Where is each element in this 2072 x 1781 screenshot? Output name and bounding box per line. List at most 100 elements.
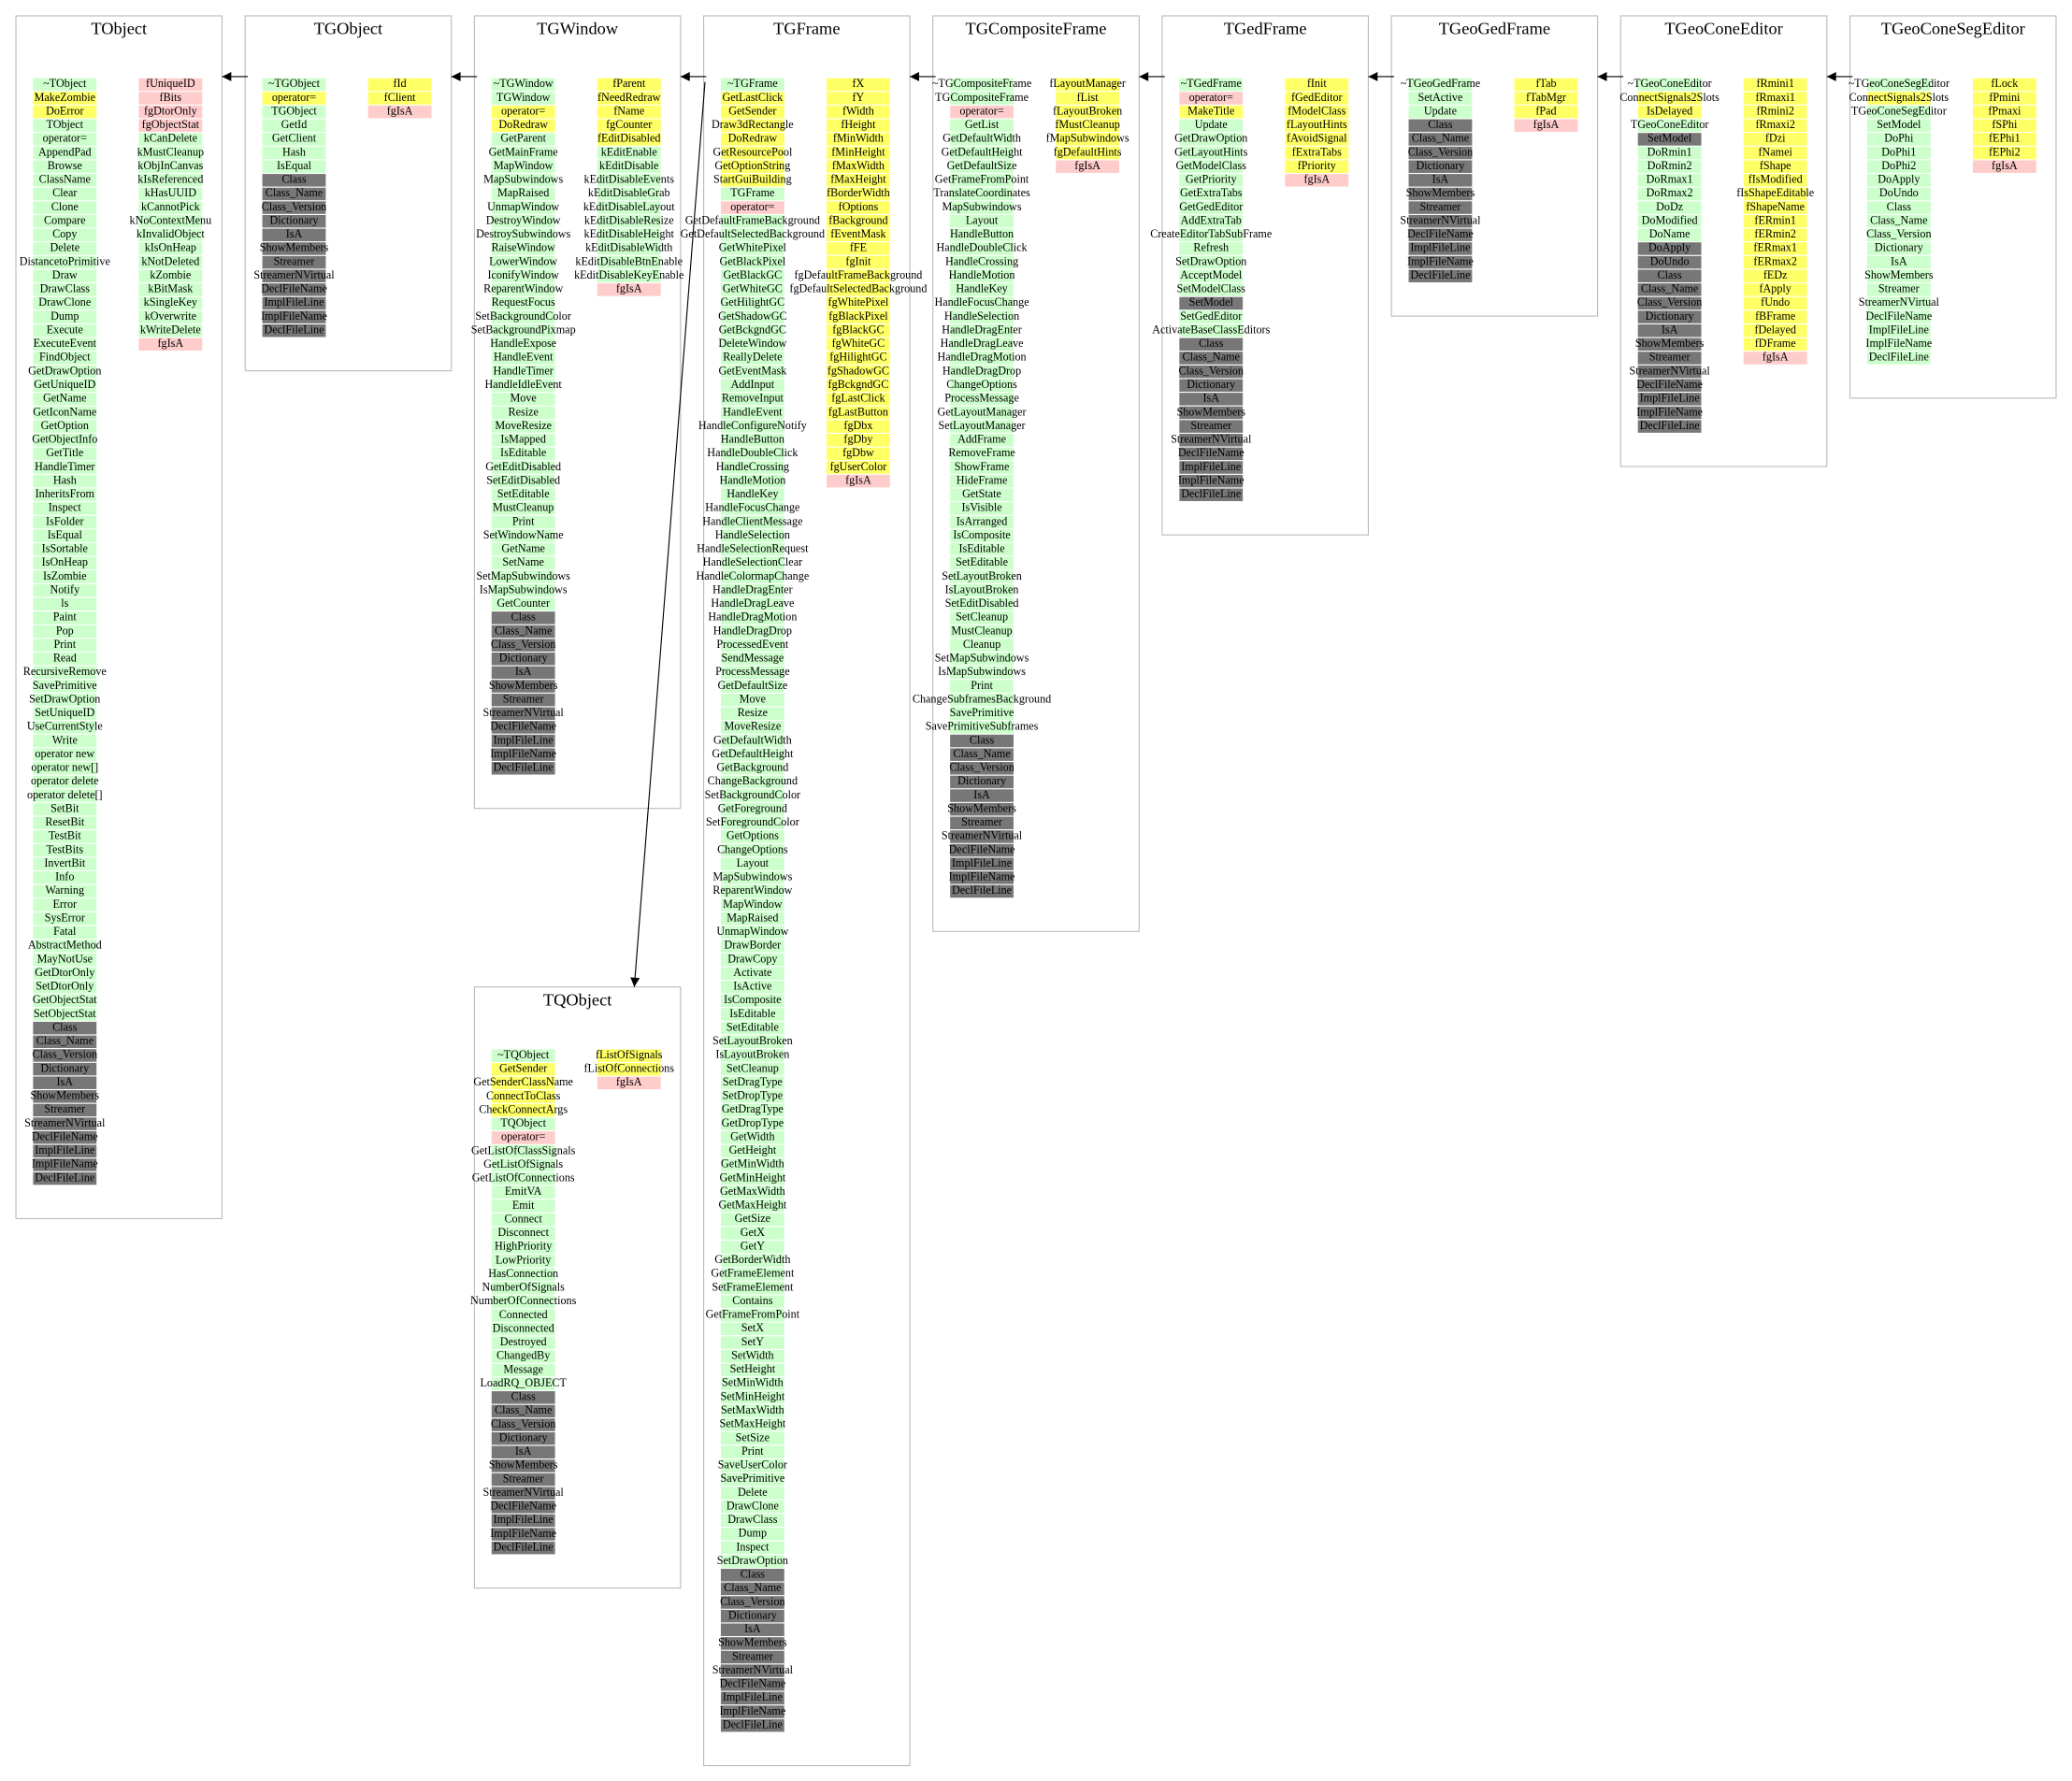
member: fgWhitePixel	[828, 295, 889, 309]
cell-bg	[1637, 420, 1702, 433]
method: GetOption	[41, 419, 89, 432]
cell-bg	[1408, 119, 1473, 133]
method: HandleKey	[956, 282, 1008, 295]
member: kEditDisableBtnEnable	[575, 254, 683, 267]
method: HandleFocusChange	[705, 501, 799, 514]
method: Class	[511, 1390, 537, 1403]
method: TQObject	[500, 1116, 546, 1129]
method: DoRmin2	[1648, 159, 1692, 172]
method: Write	[52, 733, 78, 746]
cell-bg	[1866, 105, 1931, 119]
cell-bg	[720, 433, 784, 447]
method: HandleConfigureNotify	[698, 419, 808, 432]
cell-bg	[720, 1117, 784, 1130]
method: ~TGeoConeSegEditor	[1849, 77, 1950, 90]
cell-bg	[138, 242, 203, 255]
cell-bg	[491, 625, 555, 639]
cell-bg	[33, 940, 97, 953]
method: DeclFileName	[1407, 227, 1474, 240]
cell-bg	[950, 474, 1014, 488]
method: GetList	[965, 118, 1000, 131]
method: Dictionary	[1875, 241, 1924, 254]
method: SendMessage	[721, 652, 784, 665]
cell-bg	[1408, 78, 1473, 92]
method: SetBackgroundColor	[475, 309, 571, 323]
method: ~TGeoConeEditor	[1628, 77, 1712, 90]
cell-bg	[950, 843, 1014, 857]
cell-bg	[720, 1349, 784, 1363]
method: GetSender	[728, 104, 776, 117]
cell-bg	[720, 488, 784, 501]
cell-bg	[950, 393, 1014, 406]
cell-bg	[1637, 338, 1702, 352]
class-box: TGeoConeEditor ~TGeoConeEditorConnectSign…	[1619, 15, 1828, 467]
cell-bg	[1056, 160, 1120, 173]
method: HandleSelectionRequest	[697, 542, 809, 555]
method: ImplFileName	[490, 747, 556, 760]
cell-bg	[597, 201, 661, 214]
method: Class_Name	[724, 1581, 781, 1594]
method: GetHilightGC	[720, 295, 784, 309]
method: IsMapSubwindows	[938, 665, 1026, 678]
cell-bg	[950, 611, 1014, 625]
cell-bg	[1637, 214, 1702, 228]
cell-bg	[491, 338, 555, 352]
cell-bg	[1743, 92, 1807, 105]
method: ImplFileLine	[952, 856, 1012, 869]
method: SetMaxWidth	[721, 1403, 784, 1416]
cell-bg	[33, 420, 97, 433]
method: TGCompositeFrame	[935, 91, 1029, 104]
member: fModelClass	[1288, 104, 1345, 117]
cell-bg	[1866, 133, 1931, 146]
cell-bg	[720, 529, 784, 542]
cell-bg	[33, 843, 97, 857]
method: Class_Version	[1866, 227, 1931, 240]
member: fSPhi	[1992, 118, 2018, 131]
method: SetFrameElement	[712, 1280, 794, 1293]
member: fPmaxi	[1988, 104, 2022, 117]
cell-bg	[1743, 146, 1807, 160]
cell-bg	[827, 283, 890, 296]
cell-bg	[33, 981, 97, 994]
member: kSingleKey	[144, 295, 198, 309]
cell-bg	[491, 310, 555, 323]
cell-bg	[138, 105, 203, 119]
method: AddExtraTab	[1181, 213, 1242, 226]
cell-bg	[1637, 406, 1702, 420]
member: kEditDisableHeight	[584, 227, 675, 240]
method: ImplFileName	[490, 1527, 556, 1540]
cell-bg	[1179, 92, 1244, 105]
method: HandleDragLeave	[941, 337, 1024, 350]
cell-bg	[720, 133, 784, 146]
member: fgIsA	[1303, 173, 1330, 186]
cell-bg	[262, 228, 326, 242]
class-box: TGWindow~TGWindowTGWindowoperator=DoRedr…	[471, 15, 683, 810]
method: IsEditable	[729, 1007, 775, 1020]
cell-bg	[491, 693, 555, 707]
cell-bg	[720, 1363, 784, 1377]
member: fMapSubwindows	[1046, 132, 1130, 145]
cell-bg	[720, 296, 784, 310]
member: fListOfConnections	[584, 1062, 675, 1075]
cell-bg	[720, 830, 784, 843]
method: RequestFocus	[492, 295, 555, 309]
method: DeclFileLine	[1181, 487, 1241, 500]
cell-bg	[1743, 105, 1807, 119]
cell-bg	[1972, 78, 2036, 92]
cell-bg	[950, 78, 1014, 92]
cell-bg	[720, 1035, 784, 1049]
method: Move	[740, 692, 766, 705]
method: Read	[53, 652, 77, 665]
cell-bg	[33, 406, 97, 420]
method: SetMinHeight	[720, 1389, 784, 1402]
cell-bg	[491, 1063, 555, 1076]
cell-bg	[720, 1541, 784, 1555]
method: Class	[1428, 118, 1453, 131]
cell-bg	[720, 242, 784, 255]
cell-bg	[491, 680, 555, 693]
method: IsMapSubwindows	[480, 582, 568, 596]
cell-bg	[827, 242, 890, 255]
cell-bg	[1637, 379, 1702, 392]
cell-bg	[1743, 119, 1807, 133]
method: IsVisible	[962, 501, 1002, 514]
